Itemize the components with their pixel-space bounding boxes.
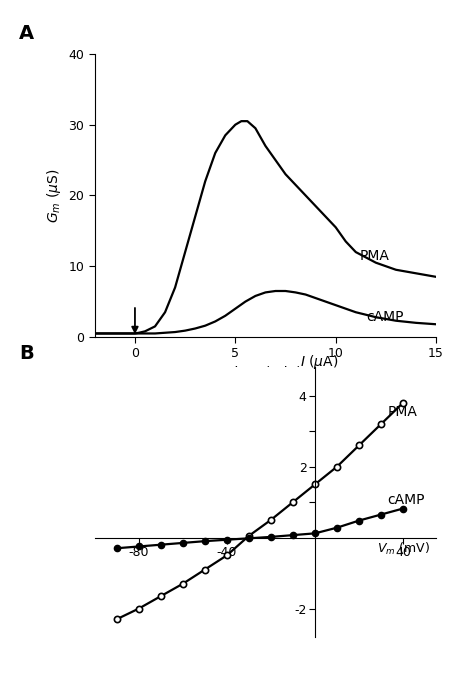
- Text: PMA: PMA: [360, 249, 390, 263]
- Text: B: B: [19, 344, 34, 363]
- Text: A: A: [19, 24, 34, 42]
- Text: $\mathit{I}$ ($\mu$A): $\mathit{I}$ ($\mu$A): [300, 353, 338, 371]
- Text: cAMP: cAMP: [366, 310, 403, 324]
- Text: PMA: PMA: [388, 404, 418, 419]
- Y-axis label: $\mathit{G}_m$ ($\mu$S): $\mathit{G}_m$ ($\mu$S): [45, 168, 63, 222]
- Text: cAMP: cAMP: [388, 493, 425, 508]
- X-axis label: time (min): time (min): [229, 366, 302, 380]
- Text: $\mathit{V}_m$ (mV): $\mathit{V}_m$ (mV): [377, 541, 429, 557]
